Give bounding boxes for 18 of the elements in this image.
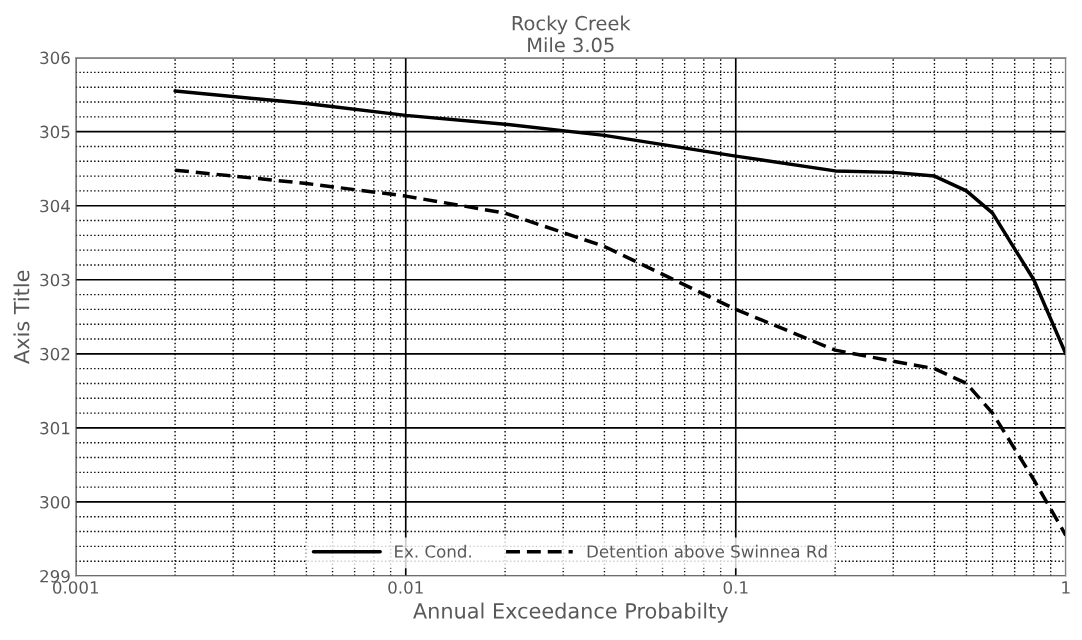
y-tick-label: 302 [40, 347, 70, 361]
x-tick-label: 0.1 [723, 581, 748, 594]
x-tick-label: 0.001 [52, 581, 99, 594]
legend-label: Detention above Swinnea Rd [587, 544, 827, 558]
chart-subtitle: Mile 3.05 [528, 37, 614, 53]
y-tick-label: 299 [40, 569, 70, 583]
y-axis-title: Axis Title [13, 270, 30, 364]
y-tick-label: 305 [40, 125, 70, 139]
y-tick-label: 303 [40, 273, 70, 287]
y-tick-label: 300 [40, 495, 70, 509]
x-axis-title: Annual Exceedance Probabilty [413, 602, 728, 623]
y-tick-label: 301 [40, 421, 70, 435]
legend-label: Ex. Cond. [395, 544, 471, 558]
y-tick-label: 306 [40, 51, 70, 65]
chart-title: Rocky Creek [512, 15, 631, 35]
x-tick-label: 1 [1062, 581, 1070, 594]
y-tick-label: 304 [40, 199, 70, 213]
x-tick-label: 0.01 [388, 581, 423, 594]
